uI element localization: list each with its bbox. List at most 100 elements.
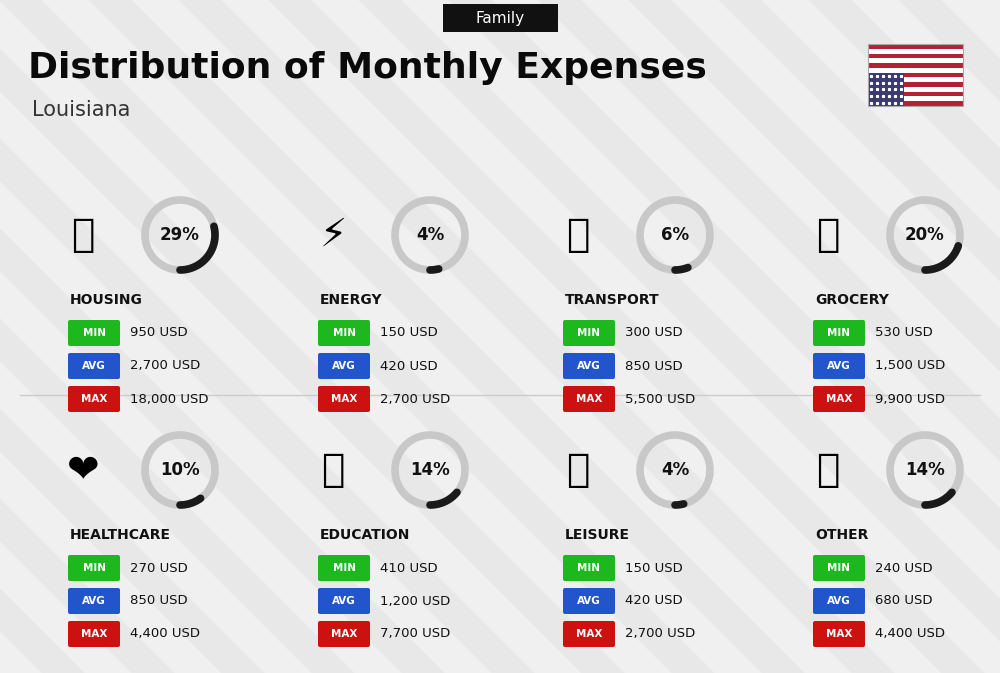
Text: MAX: MAX	[331, 394, 357, 404]
FancyBboxPatch shape	[868, 63, 962, 68]
FancyBboxPatch shape	[868, 92, 962, 96]
Text: 🛒: 🛒	[816, 216, 840, 254]
Text: 2,700 USD: 2,700 USD	[625, 627, 695, 641]
Text: 10%: 10%	[160, 461, 200, 479]
FancyBboxPatch shape	[868, 48, 962, 54]
FancyBboxPatch shape	[68, 320, 120, 346]
Text: ⚡: ⚡	[319, 216, 347, 254]
FancyBboxPatch shape	[813, 621, 865, 647]
Text: EDUCATION: EDUCATION	[320, 528, 410, 542]
Text: MIN: MIN	[828, 563, 850, 573]
Text: AVG: AVG	[577, 361, 601, 371]
Text: 29%: 29%	[160, 226, 200, 244]
Text: ENERGY: ENERGY	[320, 293, 383, 307]
FancyBboxPatch shape	[813, 588, 865, 614]
Text: 20%: 20%	[905, 226, 945, 244]
Text: OTHER: OTHER	[815, 528, 868, 542]
Text: AVG: AVG	[827, 361, 851, 371]
Text: 6%: 6%	[661, 226, 689, 244]
FancyBboxPatch shape	[318, 555, 370, 581]
Text: MAX: MAX	[81, 394, 107, 404]
Text: 2,700 USD: 2,700 USD	[130, 359, 200, 372]
Text: ❤: ❤	[67, 451, 99, 489]
Text: MAX: MAX	[576, 394, 602, 404]
Text: 4,400 USD: 4,400 USD	[875, 627, 945, 641]
FancyBboxPatch shape	[563, 555, 615, 581]
Text: MAX: MAX	[331, 629, 357, 639]
FancyBboxPatch shape	[68, 386, 120, 412]
Text: 🛍: 🛍	[566, 451, 590, 489]
Text: 18,000 USD: 18,000 USD	[130, 392, 208, 406]
Text: 🚌: 🚌	[566, 216, 590, 254]
Text: 5,500 USD: 5,500 USD	[625, 392, 695, 406]
Text: AVG: AVG	[827, 596, 851, 606]
Text: MAX: MAX	[81, 629, 107, 639]
FancyBboxPatch shape	[318, 386, 370, 412]
FancyBboxPatch shape	[868, 68, 962, 73]
Text: GROCERY: GROCERY	[815, 293, 889, 307]
Text: MIN: MIN	[332, 563, 356, 573]
Text: 14%: 14%	[410, 461, 450, 479]
Text: LEISURE: LEISURE	[565, 528, 630, 542]
Text: MAX: MAX	[576, 629, 602, 639]
FancyBboxPatch shape	[68, 621, 120, 647]
FancyBboxPatch shape	[813, 353, 865, 379]
FancyBboxPatch shape	[868, 44, 962, 48]
Text: 14%: 14%	[905, 461, 945, 479]
Text: MAX: MAX	[826, 629, 852, 639]
Text: 270 USD: 270 USD	[130, 561, 188, 575]
Text: Family: Family	[475, 11, 525, 26]
Text: AVG: AVG	[332, 361, 356, 371]
Text: 4,400 USD: 4,400 USD	[130, 627, 200, 641]
Text: 4%: 4%	[416, 226, 444, 244]
FancyBboxPatch shape	[813, 555, 865, 581]
Text: HEALTHCARE: HEALTHCARE	[70, 528, 171, 542]
FancyBboxPatch shape	[68, 555, 120, 581]
FancyBboxPatch shape	[868, 54, 962, 59]
Text: 530 USD: 530 USD	[875, 326, 933, 339]
Text: MIN: MIN	[82, 563, 106, 573]
Text: 7,700 USD: 7,700 USD	[380, 627, 450, 641]
Text: AVG: AVG	[82, 596, 106, 606]
Text: AVG: AVG	[332, 596, 356, 606]
Text: TRANSPORT: TRANSPORT	[565, 293, 660, 307]
Text: 🎓: 🎓	[321, 451, 345, 489]
FancyBboxPatch shape	[868, 87, 962, 92]
Text: MIN: MIN	[578, 328, 600, 338]
Text: 950 USD: 950 USD	[130, 326, 188, 339]
Text: 850 USD: 850 USD	[625, 359, 683, 372]
FancyBboxPatch shape	[442, 4, 558, 32]
Text: 420 USD: 420 USD	[380, 359, 438, 372]
FancyBboxPatch shape	[68, 353, 120, 379]
FancyBboxPatch shape	[868, 59, 962, 63]
Text: Distribution of Monthly Expenses: Distribution of Monthly Expenses	[28, 51, 707, 85]
FancyBboxPatch shape	[868, 101, 962, 106]
Text: 680 USD: 680 USD	[875, 594, 932, 608]
Text: 💰: 💰	[816, 451, 840, 489]
FancyBboxPatch shape	[813, 320, 865, 346]
Text: 150 USD: 150 USD	[625, 561, 683, 575]
FancyBboxPatch shape	[868, 77, 962, 82]
Text: 🏗: 🏗	[71, 216, 95, 254]
FancyBboxPatch shape	[318, 320, 370, 346]
FancyBboxPatch shape	[868, 96, 962, 101]
Text: AVG: AVG	[577, 596, 601, 606]
FancyBboxPatch shape	[318, 621, 370, 647]
Text: 240 USD: 240 USD	[875, 561, 933, 575]
FancyBboxPatch shape	[868, 82, 962, 87]
Text: MIN: MIN	[578, 563, 600, 573]
Text: 1,200 USD: 1,200 USD	[380, 594, 450, 608]
Text: MIN: MIN	[332, 328, 356, 338]
FancyBboxPatch shape	[868, 73, 962, 77]
FancyBboxPatch shape	[813, 386, 865, 412]
FancyBboxPatch shape	[868, 73, 904, 106]
FancyBboxPatch shape	[563, 353, 615, 379]
FancyBboxPatch shape	[563, 588, 615, 614]
Text: 9,900 USD: 9,900 USD	[875, 392, 945, 406]
Text: Louisiana: Louisiana	[32, 100, 130, 120]
FancyBboxPatch shape	[563, 320, 615, 346]
Text: 150 USD: 150 USD	[380, 326, 438, 339]
Text: 4%: 4%	[661, 461, 689, 479]
Text: MIN: MIN	[828, 328, 850, 338]
FancyBboxPatch shape	[563, 621, 615, 647]
